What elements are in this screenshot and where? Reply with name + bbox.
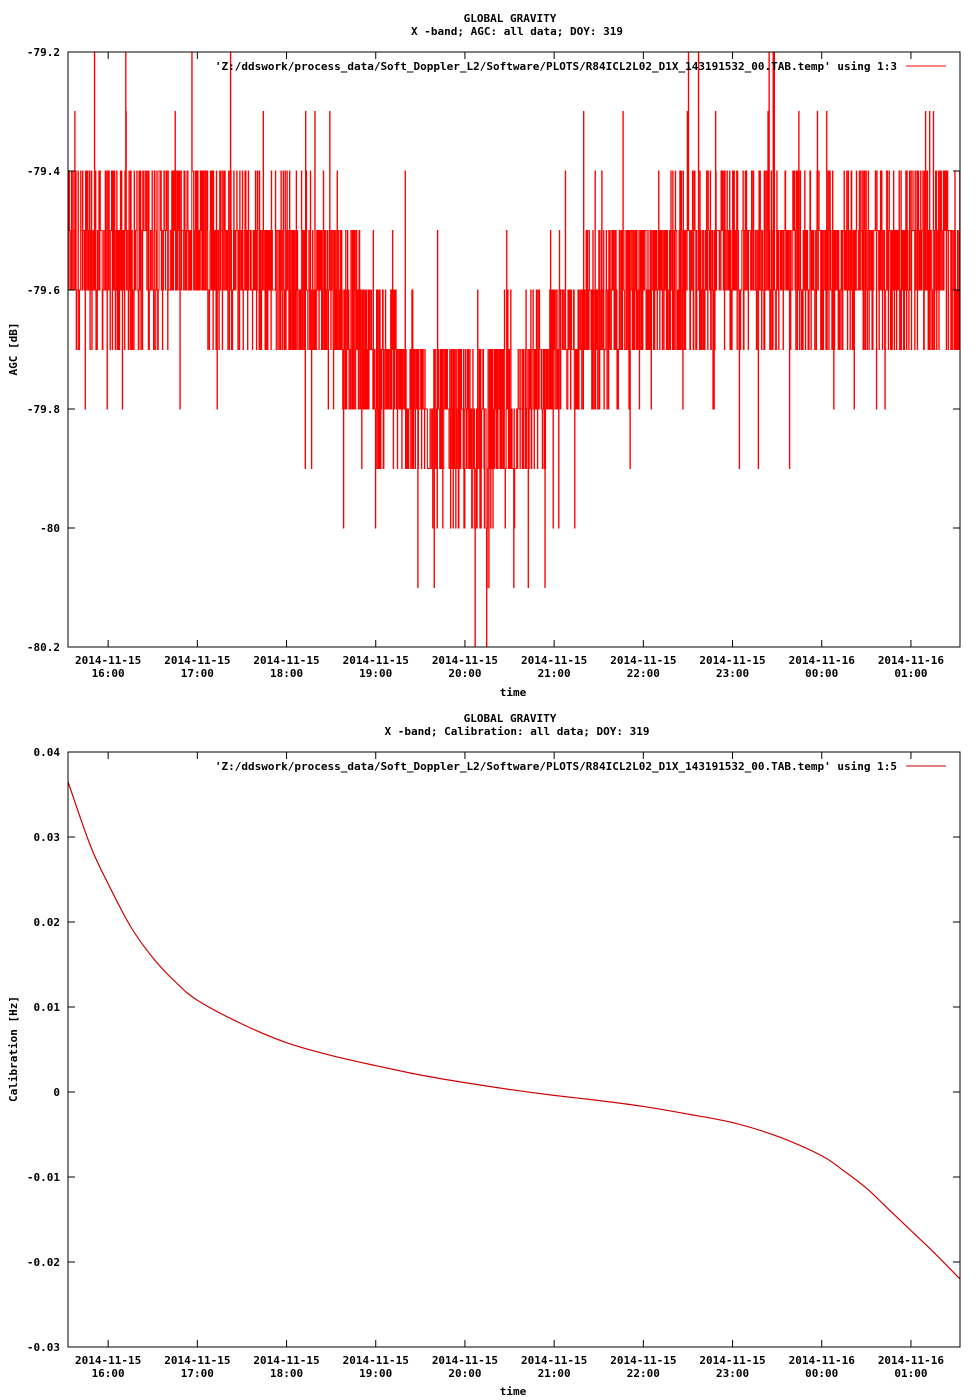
x-tick-date-label: 2014-11-15 [610, 1354, 676, 1367]
x-tick-date-label: 2014-11-15 [699, 1354, 765, 1367]
calibration-legend-label: 'Z:/ddswork/process_data/Soft_Doppler_L2… [215, 760, 897, 773]
y-tick-label: 0.01 [34, 1001, 61, 1014]
x-tick-time-label: 20:00 [448, 667, 481, 680]
x-tick-date-label: 2014-11-15 [521, 654, 587, 667]
y-tick-label: 0.02 [34, 916, 61, 929]
calibration-chart-title: GLOBAL GRAVITY [464, 712, 557, 725]
calibration-chart: GLOBAL GRAVITY X -band; Calibration: all… [7, 712, 961, 1398]
calibration-chart-subtitle: X -band; Calibration: all data; DOY: 319 [385, 725, 650, 738]
x-tick-date-label: 2014-11-15 [164, 1354, 230, 1367]
agc-x-axis: 2014-11-1516:002014-11-1517:002014-11-15… [75, 52, 944, 680]
x-tick-time-label: 21:00 [538, 1367, 571, 1380]
y-tick-label: -79.6 [27, 284, 60, 297]
agc-series-line [67, 51, 961, 648]
x-tick-time-label: 01:00 [894, 1367, 927, 1380]
x-tick-time-label: 16:00 [92, 667, 125, 680]
calibration-plot-frame [67, 751, 961, 1348]
x-tick-time-label: 01:00 [894, 667, 927, 680]
x-tick-date-label: 2014-11-15 [432, 654, 498, 667]
y-tick-label: -0.03 [27, 1341, 60, 1354]
x-tick-date-label: 2014-11-15 [699, 654, 765, 667]
y-tick-label: -0.02 [27, 1256, 60, 1269]
y-tick-label: 0.03 [34, 831, 61, 844]
y-tick-label: -80.2 [27, 641, 60, 654]
y-tick-label: -80 [40, 522, 60, 535]
x-tick-date-label: 2014-11-15 [253, 654, 319, 667]
agc-chart-subtitle: X -band; AGC: all data; DOY: 319 [411, 25, 623, 38]
x-tick-date-label: 2014-11-15 [253, 1354, 319, 1367]
x-tick-date-label: 2014-11-15 [610, 654, 676, 667]
x-tick-date-label: 2014-11-15 [343, 1354, 409, 1367]
calibration-series [67, 781, 961, 1280]
calibration-y-axis-label: Calibration [Hz] [7, 996, 20, 1102]
x-tick-time-label: 17:00 [181, 667, 214, 680]
x-tick-time-label: 18:00 [270, 1367, 303, 1380]
x-tick-date-label: 2014-11-15 [75, 654, 141, 667]
agc-plot-frame [67, 51, 961, 648]
x-tick-time-label: 17:00 [181, 1367, 214, 1380]
x-tick-date-label: 2014-11-15 [343, 654, 409, 667]
calibration-y-axis: 0.04 0.03 0.02 0.01 0 -0.01 -0.02 -0.03 [27, 746, 960, 1354]
agc-y-axis-label: AGC [dB] [7, 323, 20, 376]
x-tick-time-label: 23:00 [716, 1367, 749, 1380]
y-tick-label: -79.8 [27, 403, 60, 416]
x-tick-date-label: 2014-11-15 [521, 1354, 587, 1367]
x-tick-time-label: 00:00 [805, 667, 838, 680]
agc-series [67, 51, 961, 648]
x-tick-date-label: 2014-11-15 [432, 1354, 498, 1367]
y-tick-label: 0 [53, 1086, 60, 1099]
x-tick-time-label: 22:00 [627, 667, 660, 680]
y-tick-label: -0.01 [27, 1171, 60, 1184]
agc-chart-title: GLOBAL GRAVITY [464, 12, 557, 25]
agc-y-axis: -79.2 -79.4 -79.6 -79.8 -80 -80.2 [27, 46, 960, 654]
calibration-x-axis-label: time [500, 1385, 527, 1398]
x-tick-date-label: 2014-11-16 [789, 1354, 856, 1367]
agc-x-axis-label: time [500, 686, 527, 699]
x-tick-time-label: 23:00 [716, 667, 749, 680]
y-tick-label: -79.2 [27, 46, 60, 59]
x-tick-date-label: 2014-11-16 [878, 654, 945, 667]
x-tick-time-label: 20:00 [448, 1367, 481, 1380]
x-tick-date-label: 2014-11-15 [164, 654, 230, 667]
x-tick-date-label: 2014-11-16 [878, 1354, 945, 1367]
agc-chart: GLOBAL GRAVITY X -band; AGC: all data; D… [7, 12, 961, 699]
calibration-series-line [67, 781, 961, 1280]
y-tick-label: 0.04 [34, 746, 61, 759]
y-tick-label: -79.4 [27, 165, 60, 178]
x-tick-time-label: 19:00 [359, 1367, 392, 1380]
x-tick-date-label: 2014-11-15 [75, 1354, 141, 1367]
calibration-x-axis: 2014-11-1516:002014-11-1517:002014-11-15… [75, 752, 944, 1380]
x-tick-time-label: 18:00 [270, 667, 303, 680]
x-tick-time-label: 19:00 [359, 667, 392, 680]
agc-legend-label: 'Z:/ddswork/process_data/Soft_Doppler_L2… [215, 60, 897, 73]
x-tick-time-label: 21:00 [538, 667, 571, 680]
x-tick-time-label: 00:00 [805, 1367, 838, 1380]
x-tick-time-label: 16:00 [92, 1367, 125, 1380]
x-tick-date-label: 2014-11-16 [789, 654, 856, 667]
x-tick-time-label: 22:00 [627, 1367, 660, 1380]
